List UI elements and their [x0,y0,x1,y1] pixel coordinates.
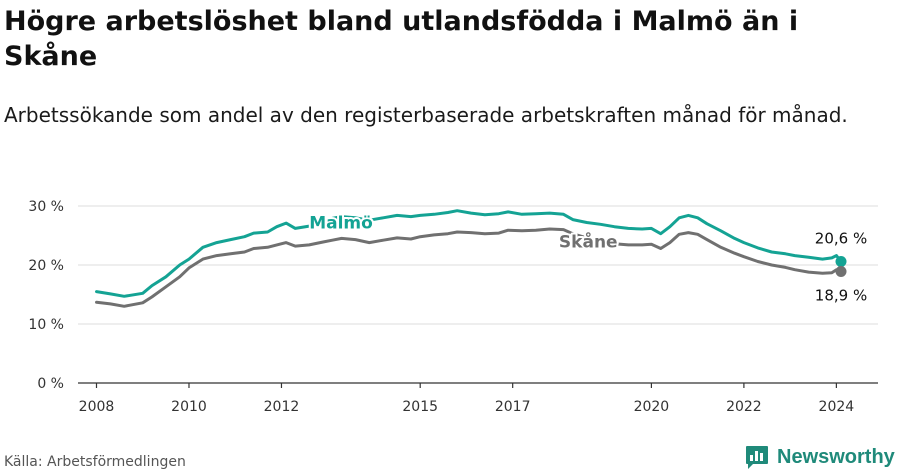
series-line-malmo [95,209,843,298]
y-tick-label: 0 % [37,376,64,392]
y-tick-label: 30 % [28,199,64,215]
x-tick-label: 2015 [402,399,438,415]
x-tick-label: 2017 [495,399,531,415]
end-point-skane [835,265,847,277]
newsworthy-logo-icon [746,446,768,469]
x-tick-label: 2024 [819,399,855,415]
chart-subtitle: Arbetssökande som andel av den registerb… [4,103,848,127]
legend-label-malmo: Malmö [309,214,373,234]
x-tick-label: 2010 [171,399,207,415]
x-tick-label: 2022 [726,399,762,415]
y-tick-label: 10 % [28,317,64,333]
data-label-malmo: 20,6 % [815,229,867,247]
x-tick-label: 2008 [79,399,115,415]
legend-label-skane: Skåne [559,230,618,252]
y-tick-label: 20 % [28,258,64,274]
source-note: Källa: Arbetsförmedlingen [4,454,186,470]
data-label-skane: 18,9 % [815,286,867,304]
brand-name: Newsworthy [777,445,895,468]
newsworthy-brand[interactable]: Newsworthy [744,443,895,471]
x-tick-label: 2012 [264,399,300,415]
series-line-skane [95,227,843,308]
end-point-malmo [835,255,847,267]
chart-title: Högre arbetslöshet bland utlandsfödda i … [4,6,799,72]
x-tick-label: 2020 [634,399,670,415]
